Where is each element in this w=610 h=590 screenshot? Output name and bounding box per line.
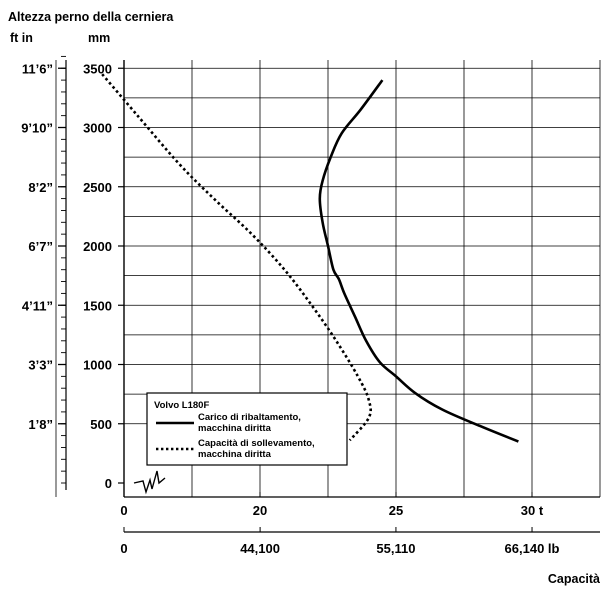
left-tick-label: 11’6” — [22, 61, 53, 76]
left-unit-label: ft in — [10, 31, 33, 45]
axis-break-symbol — [133, 470, 166, 495]
series-tipping-load-line — [318, 79, 519, 443]
x-axis-label: Capacità — [548, 572, 600, 586]
y-tick-label: 500 — [90, 417, 112, 432]
metric-x-tick-label: 0 — [120, 503, 127, 518]
left-tick-label: 3’3” — [28, 358, 53, 373]
left-tick-label: 1’8” — [28, 417, 53, 432]
left-axis-ticks: 1’8” 3’3” 4’11” 6’7” 8’2” 9’10” 11’6” — [21, 55, 66, 484]
left-tick-label: 4’11” — [22, 298, 53, 313]
imperial-x-tick-label: 55,110 — [376, 541, 415, 556]
y-tick-label: 1500 — [83, 298, 112, 313]
imperial-x-tick-label: 44,100 — [240, 541, 280, 556]
series-group — [101, 73, 519, 443]
y-tick-label: 3500 — [83, 61, 112, 76]
y-tick-label: 0 — [105, 476, 112, 491]
legend: Volvo L180F Carico di ribaltamento, macc… — [146, 392, 348, 466]
left-tick-label: 6’7” — [28, 239, 53, 254]
y-axis-ticks: 0 500 1000 1500 2000 2500 3000 3500 — [83, 61, 124, 491]
y-tick-label: 2000 — [83, 239, 112, 254]
legend-label-dotted: Capacità di sollevamento, macchina dirit… — [198, 438, 317, 460]
metric-x-tick-label: 30 t — [521, 503, 544, 518]
y-unit-label: mm — [88, 31, 110, 45]
imperial-x-ticks: 0 44,100 55,110 66,140 lb — [120, 527, 560, 556]
y-tick-label: 1000 — [83, 358, 112, 373]
metric-x-tick-label: 20 — [253, 503, 267, 518]
legend-title: Volvo L180F — [154, 400, 209, 411]
chart-title: Altezza perno della cerniera — [8, 10, 174, 24]
y-tick-label: 3000 — [83, 121, 112, 136]
y-tick-label: 2500 — [83, 180, 112, 195]
metric-x-tick-label: 25 — [389, 503, 403, 518]
legend-label-solid: Carico di ribaltamento, macchina diritta — [198, 412, 304, 434]
left-tick-label: 9’10” — [21, 121, 53, 136]
left-tick-label: 8’2” — [28, 180, 53, 195]
metric-x-ticks: 0 20 25 30 t — [120, 492, 544, 518]
imperial-x-tick-label: 0 — [120, 541, 127, 556]
imperial-x-tick-label: 66,140 lb — [505, 541, 560, 556]
legend-box — [146, 392, 348, 466]
